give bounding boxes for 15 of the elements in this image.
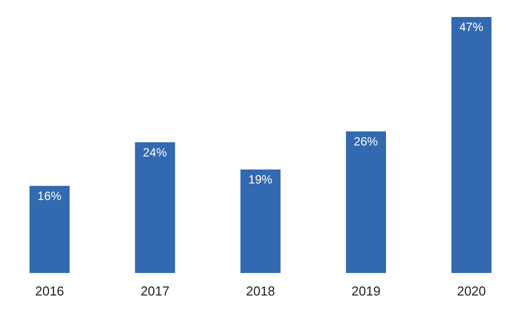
bar: [240, 170, 281, 273]
data-label: 26%: [354, 134, 378, 148]
bar: [451, 17, 492, 273]
bar: [346, 131, 386, 273]
bar: [30, 186, 70, 273]
x-tick-label: 2017: [140, 284, 170, 299]
bar: [135, 142, 176, 273]
data-label: 16%: [37, 188, 62, 203]
x-tick-label: 2019: [352, 284, 380, 299]
x-tick-label: 2018: [246, 284, 275, 299]
data-label: 47%: [459, 20, 484, 34]
x-tick-label: 2020: [456, 284, 486, 299]
data-label: 24%: [142, 145, 168, 160]
x-tick-label: 2016: [35, 284, 64, 299]
data-label: 19%: [248, 172, 273, 187]
